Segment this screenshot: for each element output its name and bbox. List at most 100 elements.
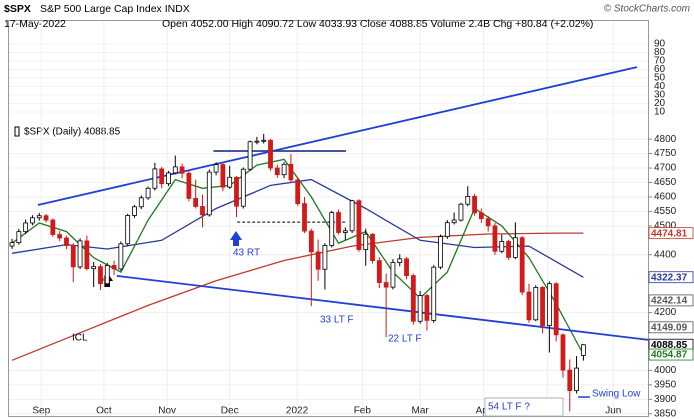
- upper-tick-label: 80: [654, 47, 666, 58]
- date: 17-May-2022: [4, 18, 66, 30]
- candle-body: [533, 287, 539, 321]
- trendline: [37, 66, 638, 206]
- candle-body: [342, 230, 348, 233]
- y-tick-label: 4650: [654, 177, 677, 188]
- candle-body: [451, 219, 457, 224]
- candle-body: [485, 218, 491, 227]
- annotation: Swing Low: [592, 389, 641, 400]
- y-tick-label: 4500: [654, 220, 677, 231]
- candle-body: [404, 258, 409, 276]
- candle-body: [363, 233, 369, 250]
- legend-icon: [14, 126, 20, 137]
- candle-body: [444, 222, 450, 237]
- candle-body: [234, 176, 239, 207]
- y-tick-label: 4400: [654, 249, 677, 260]
- candle-body: [145, 187, 151, 199]
- y-tick-label: 4800: [654, 134, 677, 145]
- candle-body: [329, 212, 335, 246]
- candle-body: [91, 266, 97, 270]
- candle-body: [438, 236, 443, 268]
- candle-body: [179, 166, 185, 174]
- x-tick-label: Nov: [158, 406, 176, 417]
- candle-body: [281, 163, 287, 176]
- candle-body: [410, 275, 416, 322]
- y-tick-label: 4550: [654, 206, 677, 217]
- candle-body: [261, 139, 267, 142]
- x-tick-label: Mar: [412, 406, 430, 417]
- candle-body: [98, 266, 103, 285]
- candle-body: [152, 168, 158, 189]
- candle-body: [274, 167, 280, 176]
- y-tick-label: 3900: [654, 394, 677, 405]
- candle-body: [465, 195, 471, 205]
- candle-body: [560, 334, 566, 371]
- candle-body: [186, 172, 192, 199]
- candle-body: [431, 266, 437, 321]
- annotation: 54 LT F ?: [488, 402, 530, 413]
- price-label: 4474.81: [651, 228, 688, 239]
- price-label: 4322.37: [651, 272, 688, 283]
- candle-body: [512, 237, 518, 258]
- candle-body: [200, 206, 205, 216]
- candle-body: [580, 344, 586, 356]
- candle-body: [397, 258, 403, 263]
- candle-body: [254, 140, 260, 143]
- candle-body: [370, 233, 375, 261]
- candle-body: [166, 172, 171, 185]
- moving-average: [11, 178, 584, 278]
- annotation: 43 RT: [233, 248, 260, 259]
- candle-body: [322, 245, 328, 270]
- x-tick-label: Feb: [354, 406, 372, 417]
- candle-body: [356, 200, 362, 250]
- x-tick-label: Oct: [96, 406, 112, 417]
- candle-body: [193, 197, 199, 207]
- candle-body: [118, 243, 124, 270]
- candle-body: [546, 283, 552, 326]
- upper-tick-label: 50: [654, 73, 666, 84]
- candle-body: [567, 369, 573, 392]
- candle-body: [288, 163, 294, 181]
- index-name: S&P 500 Large Cap Index INDX: [40, 3, 190, 15]
- annotation: ICL: [72, 333, 88, 344]
- candle-body: [50, 219, 56, 235]
- price-label-box: [648, 348, 694, 361]
- candle-body: [213, 164, 219, 173]
- candle-body: [9, 242, 15, 247]
- y-tick-label: 3950: [654, 380, 677, 391]
- x-tick-label: Sep: [32, 406, 50, 417]
- annotation-box: [484, 397, 564, 417]
- candle-body: [315, 251, 321, 270]
- candle-body: [302, 203, 307, 232]
- y-tick-label: 3850: [654, 408, 677, 419]
- candle-body: [111, 265, 117, 270]
- candle-body: [84, 240, 90, 270]
- candle-body: [417, 295, 423, 322]
- price-label: 4149.09: [651, 322, 688, 333]
- candle-body: [349, 200, 355, 232]
- candle-body: [227, 176, 233, 188]
- candle-body: [104, 265, 110, 285]
- blue-arrow: [230, 231, 242, 246]
- candle-body: [70, 245, 76, 268]
- candle-body: [247, 141, 253, 170]
- candle-body: [472, 195, 477, 214]
- x-tick-label: 2022: [286, 406, 309, 417]
- candle-body: [43, 215, 49, 221]
- candle-body: [308, 230, 314, 253]
- candle-body: [478, 212, 484, 220]
- symbol: $SPX: [4, 3, 31, 15]
- candle-body: [132, 206, 137, 216]
- candle-body: [125, 215, 131, 245]
- candle-body: [506, 241, 511, 258]
- candle-body: [574, 367, 579, 392]
- candle-body: [77, 240, 83, 268]
- candle-body: [57, 234, 63, 239]
- candle-body: [240, 168, 246, 207]
- price-label: 4242.14: [651, 296, 688, 307]
- upper-tick-label: 70: [654, 56, 666, 67]
- upper-tick-label: 40: [654, 81, 666, 92]
- candle-body: [390, 262, 396, 288]
- candle-body: [376, 260, 382, 283]
- y-tick-label: 4600: [654, 192, 677, 203]
